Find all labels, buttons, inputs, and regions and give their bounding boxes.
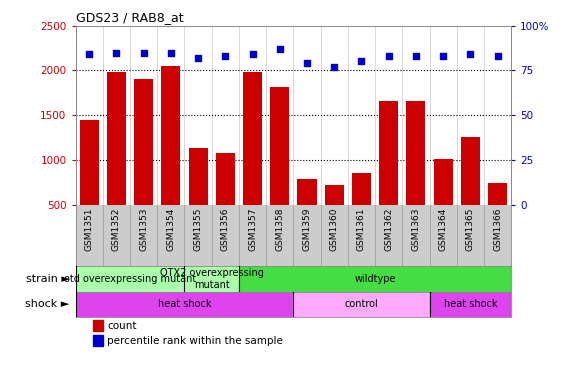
Point [384,53,393,59]
Point [357,59,366,64]
Bar [488,183,507,205]
Text: GSM1366: GSM1366 [493,208,502,251]
Text: otd overexpressing mutant: otd overexpressing mutant [64,274,196,284]
Bar [352,173,371,205]
Text: GSM1359: GSM1359 [303,208,311,251]
Text: GSM1354: GSM1354 [166,208,175,251]
Text: GSM1356: GSM1356 [221,208,230,251]
Text: GSM1363: GSM1363 [411,208,421,251]
Text: GSM1351: GSM1351 [85,208,94,251]
Bar [379,101,398,205]
Bar [293,292,429,317]
Text: strain ►: strain ► [26,274,70,284]
Bar [461,137,480,205]
Text: GSM1364: GSM1364 [439,208,448,251]
Text: heat shock: heat shock [157,299,211,309]
Bar [429,292,511,317]
Text: GSM1362: GSM1362 [384,208,393,251]
Point [275,46,285,52]
Text: wildtype: wildtype [354,274,396,284]
Text: GDS23 / RAB8_at: GDS23 / RAB8_at [76,11,183,25]
Point [411,53,421,59]
Bar [134,79,153,205]
Point [112,49,121,55]
Text: GSM1357: GSM1357 [248,208,257,251]
Bar [433,159,453,205]
Point [221,53,230,59]
Bar [407,101,425,205]
Bar [93,320,103,331]
Text: percentile rank within the sample: percentile rank within the sample [107,336,283,346]
Point [466,51,475,57]
Bar [325,185,344,205]
Bar [189,148,207,205]
Point [439,53,448,59]
Point [193,55,203,61]
Bar [76,292,293,317]
Text: GSM1353: GSM1353 [139,208,148,251]
Bar [216,153,235,205]
Bar [239,266,511,292]
Text: GSM1360: GSM1360 [330,208,339,251]
Text: GSM1352: GSM1352 [112,208,121,251]
Point [84,51,94,57]
Text: heat shock: heat shock [444,299,497,309]
Text: GSM1361: GSM1361 [357,208,366,251]
Bar [297,179,317,205]
Bar [80,120,99,205]
Text: OTX2 overexpressing
mutant: OTX2 overexpressing mutant [160,268,264,290]
Bar [107,72,126,205]
Point [166,49,175,55]
Point [139,49,148,55]
Bar [185,266,239,292]
Point [329,64,339,70]
Bar [243,72,262,205]
Text: GSM1365: GSM1365 [466,208,475,251]
Text: shock ►: shock ► [26,299,70,309]
Text: control: control [345,299,378,309]
Text: GSM1358: GSM1358 [275,208,284,251]
Point [302,60,311,66]
Bar [270,87,289,205]
Bar [93,335,103,346]
Point [248,51,257,57]
Text: GSM1355: GSM1355 [193,208,203,251]
Text: count: count [107,321,137,330]
Point [493,53,503,59]
Bar [76,266,185,292]
Bar [162,66,180,205]
